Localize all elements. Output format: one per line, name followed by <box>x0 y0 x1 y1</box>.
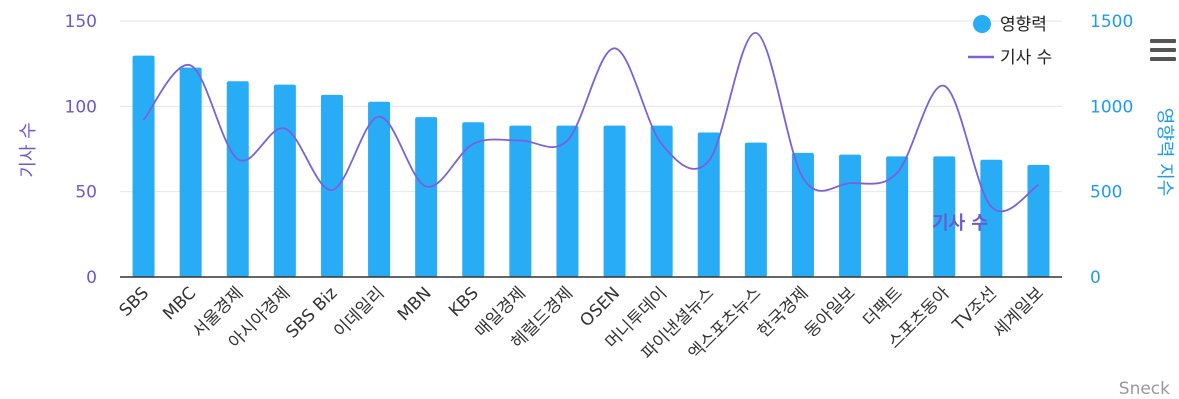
bar[interactable] <box>980 159 1003 277</box>
line-point[interactable] <box>847 180 853 186</box>
legend-bar-marker <box>973 15 991 33</box>
line-point[interactable] <box>659 141 665 147</box>
line-point[interactable] <box>612 45 618 51</box>
bar[interactable] <box>368 101 391 277</box>
bar[interactable] <box>697 132 720 277</box>
line-point[interactable] <box>235 156 241 162</box>
bar[interactable] <box>886 156 909 277</box>
bar[interactable] <box>462 122 485 278</box>
left-axis-tick: 150 <box>65 12 97 32</box>
line-point[interactable] <box>941 83 947 89</box>
category-label: KBS <box>445 283 483 321</box>
bar[interactable] <box>556 125 579 277</box>
line-series-label: 기사 수 <box>932 213 988 234</box>
bar[interactable] <box>603 125 626 277</box>
line-point[interactable] <box>753 30 759 36</box>
line-point[interactable] <box>423 184 429 190</box>
legend-item-bar[interactable]: 영향력 <box>973 15 1047 35</box>
grid-lines <box>120 20 1062 193</box>
line-point[interactable] <box>564 137 570 143</box>
line-point[interactable] <box>329 187 335 193</box>
line-point[interactable] <box>141 117 147 123</box>
bar[interactable] <box>933 156 956 277</box>
category-label: 동아일보 <box>801 283 859 341</box>
right-axis-tick: 1500 <box>1090 12 1133 32</box>
bar[interactable] <box>650 125 673 277</box>
line-point[interactable] <box>1035 182 1041 188</box>
right-axis-ticks: 0 500 1000 1500 <box>1090 12 1133 288</box>
line-point[interactable] <box>282 126 288 132</box>
category-label: MBN <box>394 283 436 325</box>
line-point[interactable] <box>706 158 712 164</box>
legend-bar-label: 영향력 <box>1000 15 1047 35</box>
line-point[interactable] <box>894 170 900 176</box>
bar[interactable] <box>273 84 296 278</box>
left-axis-tick: 100 <box>65 97 97 117</box>
category-label: SBS Biz <box>282 283 341 342</box>
bar[interactable] <box>1027 164 1050 277</box>
left-axis-tick: 50 <box>75 183 97 203</box>
line-point[interactable] <box>470 141 476 147</box>
line-point[interactable] <box>517 137 523 143</box>
right-axis-title: 영향력 지수 <box>1154 108 1175 197</box>
bar[interactable] <box>744 142 767 277</box>
right-axis-tick: 500 <box>1090 183 1122 203</box>
hamburger-menu-icon[interactable] <box>1150 39 1176 61</box>
left-axis-ticks: 0 50 100 150 <box>65 12 97 288</box>
bar[interactable] <box>839 154 862 277</box>
right-axis-tick: 1000 <box>1090 97 1133 117</box>
line-point[interactable] <box>376 114 382 120</box>
line-series-path[interactable] <box>142 32 1040 213</box>
chart-credit[interactable]: Sneck <box>1119 379 1170 399</box>
legend-item-line[interactable]: 기사 수 <box>968 48 1052 68</box>
line-point[interactable] <box>188 62 194 68</box>
category-label: 이데일리 <box>330 283 388 341</box>
bar[interactable] <box>179 67 202 277</box>
bar[interactable] <box>132 55 155 278</box>
bar[interactable] <box>791 152 814 277</box>
bar[interactable] <box>320 94 343 277</box>
category-label: 한국경제 <box>754 283 812 341</box>
bar[interactable] <box>509 125 532 277</box>
category-label: 세계일보 <box>990 283 1048 341</box>
legend: 영향력 기사 수 <box>968 15 1052 68</box>
right-axis-tick: 0 <box>1090 268 1101 288</box>
bar[interactable] <box>415 117 438 278</box>
bars <box>132 55 1050 278</box>
category-label: SBS <box>116 283 153 320</box>
line-point[interactable] <box>800 175 806 181</box>
left-axis-tick: 0 <box>86 268 97 288</box>
bar[interactable] <box>226 81 249 277</box>
left-axis-title: 기사 수 <box>18 122 39 177</box>
category-label: MBC <box>159 283 200 324</box>
legend-line-label: 기사 수 <box>1000 48 1052 68</box>
line-point[interactable] <box>988 204 994 210</box>
line-series <box>141 30 1041 213</box>
